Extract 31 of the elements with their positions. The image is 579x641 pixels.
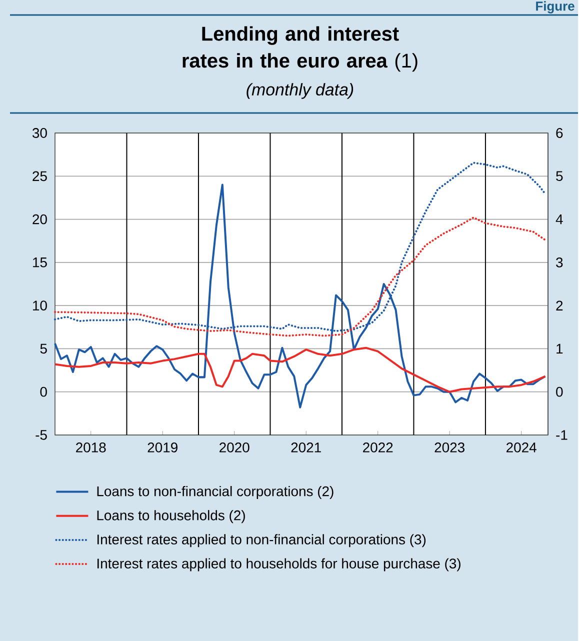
x-tick-label: 2023 <box>434 442 465 452</box>
y-tick-label: 0 <box>40 386 48 397</box>
y2-tick-label: 5 <box>556 171 563 182</box>
chart-title: Lending and interest rates in the euro area (1) <box>182 26 418 72</box>
chart-subtitle: (monthly data) <box>246 83 354 99</box>
x-tick-label: 2024 <box>506 442 537 452</box>
legend-label: Loans to non-financial corporations (2) <box>97 486 334 499</box>
y-tick-label: 25 <box>32 171 48 182</box>
y-tick-label: 15 <box>33 258 48 268</box>
legend-label: Interest rates applied to non-financial corporations (3) <box>98 534 426 548</box>
y2-tick-label: 1 <box>556 344 563 354</box>
x-tick-label: 2018 <box>76 442 106 452</box>
y2-tick-label: 2 <box>556 300 563 310</box>
legend-label: Loans to households (2) <box>97 510 246 524</box>
y-tick-label: -5 <box>36 430 48 440</box>
y2-tick-label: 4 <box>556 214 563 224</box>
line-series <box>54 216 546 337</box>
y2-tick-label: 0 <box>556 386 563 397</box>
x-tick-label: 2020 <box>220 442 250 452</box>
y2-tick-label: -1 <box>556 430 568 440</box>
y2-tick-label: 3 <box>556 257 563 268</box>
y-tick-label: 5 <box>40 344 48 354</box>
text: Figure <box>536 1 574 14</box>
y-tick-label: 30 <box>32 128 48 138</box>
y2-tick-label: 6 <box>556 128 563 138</box>
legend-label: Interest rates applied to households for house purchase (3) <box>98 558 461 572</box>
y-tick-label: 10 <box>33 300 48 311</box>
y-tick-label: 20 <box>32 214 48 224</box>
x-tick-label: 2019 <box>148 442 178 452</box>
x-tick-label: 2021 <box>291 442 322 452</box>
x-tick-label: 2022 <box>363 442 393 452</box>
